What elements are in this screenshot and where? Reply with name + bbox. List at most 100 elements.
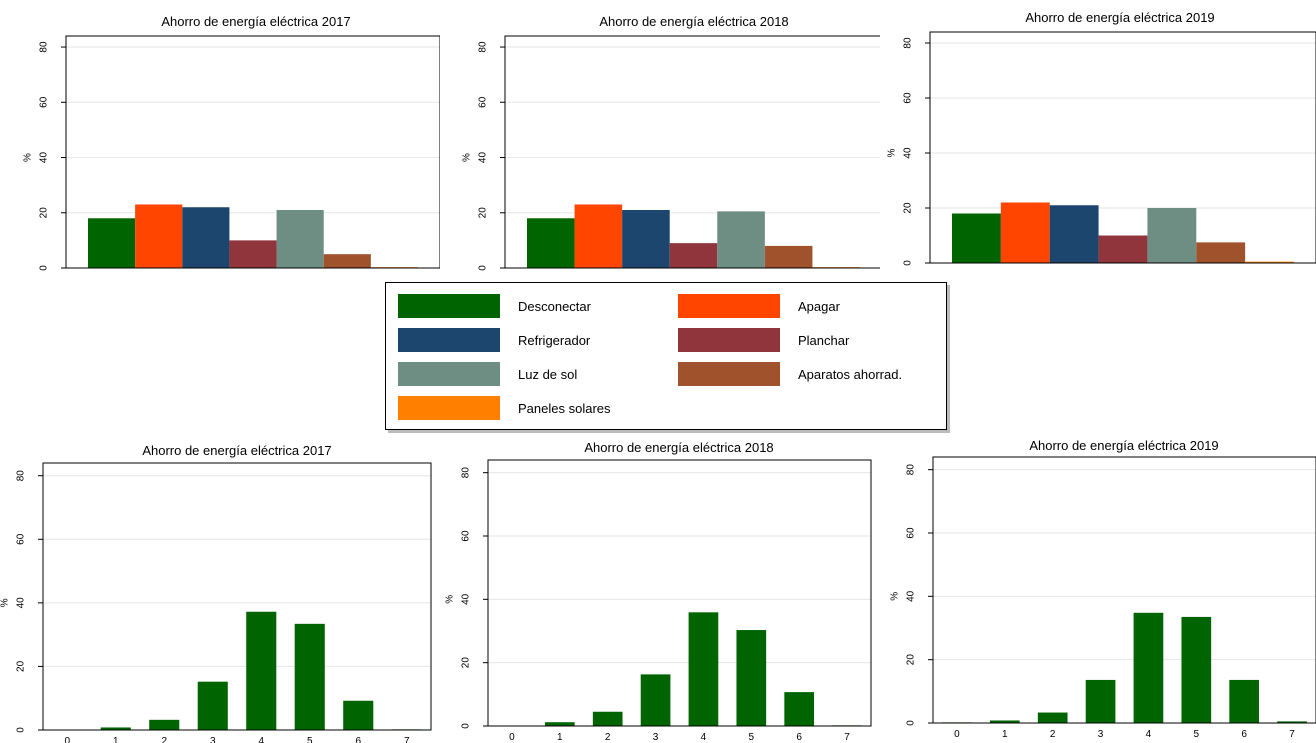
bar: [276, 210, 324, 268]
x-tick-label: 2: [605, 732, 611, 743]
bar: [1277, 721, 1307, 723]
x-tick-label: 2: [1050, 729, 1056, 740]
y-tick-label: 60: [906, 527, 917, 539]
bar: [544, 722, 575, 726]
legend-label: Aparatos ahorrad.: [798, 366, 903, 382]
legend-item-desconectar: Desconectar: [398, 294, 591, 318]
bar: [1037, 712, 1068, 723]
x-tick-label: 7: [1289, 729, 1295, 740]
x-tick-label: 5: [749, 732, 755, 743]
y-tick-label: 60: [16, 533, 27, 545]
legend-item-refrigerador: Refrigerador: [398, 328, 590, 352]
x-tick-label: 1: [113, 736, 119, 743]
y-tick-label: 0: [461, 723, 472, 729]
chart-2018-methods: Ahorro de energía eléctrica 2018 0 20 40 60 8…: [462, 14, 880, 271]
y-tick-label: 80: [39, 41, 50, 53]
x-tick-label: 7: [404, 736, 410, 743]
plot-frame: [504, 35, 880, 269]
bar: [592, 711, 623, 726]
bar: [1181, 616, 1212, 723]
y-axis-label: %: [23, 153, 34, 162]
bar: [1229, 679, 1260, 723]
bar: [1133, 612, 1164, 723]
y-tick-label: 0: [478, 265, 489, 271]
bar: [1098, 235, 1148, 263]
plot-frame: [65, 35, 440, 269]
bar: [784, 692, 815, 726]
bar: [88, 218, 136, 268]
legend-swatch: [398, 294, 500, 318]
bar: [1085, 679, 1116, 723]
bar: [197, 681, 228, 730]
legend-swatch: [678, 362, 780, 386]
legend-item-aparatos-ahorrad: Aparatos ahorrad.: [678, 362, 902, 386]
chart-title: Ahorro de energía eléctrica 2018: [584, 440, 773, 455]
chart-title: Ahorro de energía eléctrica 2019: [1029, 438, 1218, 453]
bar: [1245, 261, 1294, 263]
bar: [135, 204, 183, 268]
chart-2018-count: Ahorro de energía eléctrica 201802040608…: [445, 440, 872, 743]
x-tick-label: 6: [355, 736, 361, 743]
y-tick-label: 40: [461, 593, 472, 605]
x-tick-label: 3: [210, 736, 216, 743]
legend: Desconectar Apagar Refrigerador Planchar…: [385, 282, 947, 430]
y-tick-label: 0: [16, 727, 27, 733]
legend-item-planchar: Planchar: [678, 328, 849, 352]
bar: [246, 611, 277, 730]
bar: [1196, 242, 1246, 263]
legend-label: Planchar: [798, 332, 850, 348]
chart-2019-methods: Ahorro de energía eléctrica 2019 0 20 40 60 8…: [887, 10, 1316, 266]
legend-label: Luz de sol: [518, 366, 578, 382]
bar: [343, 700, 374, 730]
x-tick-label: 4: [1146, 729, 1152, 740]
y-axis-label: %: [445, 595, 456, 604]
bar: [989, 720, 1020, 723]
chart-title: Ahorro de energía eléctrica 2019: [1025, 10, 1214, 25]
bar: [717, 211, 765, 268]
y-tick-label: 40: [39, 152, 50, 164]
legend-swatch: [678, 294, 780, 318]
y-tick-label: 80: [461, 467, 472, 479]
bar: [640, 674, 671, 726]
x-tick-label: 5: [1194, 729, 1200, 740]
bar: [527, 218, 575, 268]
chart-title: Ahorro de energía eléctrica 2018: [599, 14, 788, 29]
x-tick-label: 0: [64, 736, 70, 743]
bar: [229, 240, 277, 268]
x-tick-label: 0: [954, 729, 960, 740]
legend-item-luz-de-sol: Luz de sol: [398, 362, 577, 386]
x-tick-label: 0: [509, 732, 515, 743]
x-tick-label: 7: [844, 732, 850, 743]
legend-label: Desconectar: [518, 298, 591, 314]
y-tick-label: 60: [903, 92, 914, 104]
x-tick-label: 1: [557, 732, 563, 743]
y-tick-label: 0: [903, 260, 914, 266]
y-tick-label: 80: [903, 37, 914, 49]
x-tick-label: 2: [161, 736, 167, 743]
y-tick-label: 40: [903, 147, 914, 159]
chart-2019-count: Ahorro de energía eléctrica 201902040608…: [890, 438, 1316, 740]
bar: [1000, 202, 1050, 263]
y-tick-label: 20: [461, 657, 472, 669]
legend-label: Apagar: [798, 298, 840, 314]
bar: [1147, 208, 1197, 263]
legend-label: Paneles solares: [518, 400, 611, 416]
legend-swatch: [398, 362, 500, 386]
bar: [669, 243, 718, 268]
plot-frame: [929, 31, 1316, 264]
bar: [294, 623, 325, 730]
legend-swatch: [398, 396, 500, 420]
x-tick-label: 4: [701, 732, 707, 743]
y-axis-label: %: [462, 153, 473, 162]
y-tick-label: 60: [478, 96, 489, 108]
x-tick-label: 3: [653, 732, 659, 743]
chart-2017-methods: Ahorro de energía eléctrica 2017 0 20 40 60 8…: [23, 14, 440, 271]
chart-title: Ahorro de energía eléctrica 2017: [161, 14, 350, 29]
bar: [323, 254, 371, 268]
bar: [764, 245, 813, 268]
y-tick-label: 20: [906, 654, 917, 666]
legend-label: Refrigerador: [518, 332, 591, 348]
bar: [1049, 205, 1099, 263]
x-tick-label: 6: [796, 732, 802, 743]
y-tick-label: 40: [906, 590, 917, 602]
